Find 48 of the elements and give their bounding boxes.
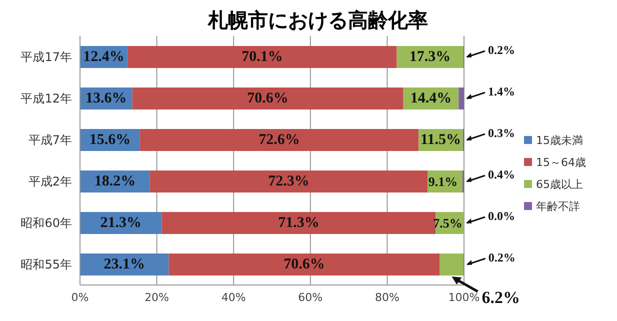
bar — [132, 88, 404, 110]
data-label: 23.1% — [104, 256, 145, 272]
x-tick-label: 100% — [448, 290, 480, 304]
data-label: 0.4% — [488, 168, 515, 182]
data-label: 6.2% — [482, 288, 520, 307]
y-tick-label: 平成17年 — [20, 50, 72, 64]
bar — [458, 88, 464, 110]
y-tick-label: 平成2年 — [28, 174, 72, 189]
data-label: 0.2% — [488, 250, 516, 264]
bar — [128, 46, 397, 68]
x-tick-label: 80% — [374, 290, 400, 304]
x-tick-label: 40% — [221, 290, 246, 304]
data-label: 70.1% — [242, 49, 283, 65]
data-label: 0.2% — [488, 43, 515, 57]
data-label: 0.0% — [488, 209, 515, 223]
x-tick-label: 20% — [144, 290, 170, 304]
data-label: 1.4% — [488, 84, 515, 98]
legend-label: 15歳未満 — [536, 134, 583, 146]
data-label: 70.6% — [247, 90, 288, 106]
y-tick-label: 昭和60年 — [20, 216, 72, 230]
bar — [168, 254, 440, 276]
data-label: 18.2% — [94, 174, 136, 190]
bar — [140, 129, 419, 151]
data-label: 71.3% — [278, 215, 320, 231]
data-label: 70.6% — [284, 256, 325, 272]
data-label: 15.6% — [89, 132, 131, 148]
chart-title: 札幌市における高齢化率 — [206, 8, 429, 34]
legend-label: 15～64歳 — [536, 156, 586, 168]
data-label: 0.3% — [488, 126, 515, 140]
data-label: 21.3% — [100, 215, 142, 231]
data-label: 13.6% — [85, 90, 127, 106]
y-tick-label: 昭和55年 — [20, 258, 72, 272]
x-tick-label: 60% — [298, 290, 323, 304]
data-label: 72.6% — [258, 132, 300, 148]
legend-label: 65歳以上 — [536, 178, 583, 190]
x-tick-label: 0% — [71, 290, 89, 304]
bar — [80, 254, 169, 276]
bar — [440, 254, 464, 276]
data-label: 14.4% — [410, 90, 452, 106]
bar — [150, 170, 428, 192]
data-label: 17.3% — [409, 49, 451, 65]
y-tick-label: 平成12年 — [20, 92, 72, 106]
data-label: 11.5% — [420, 132, 461, 148]
data-label: 9.1% — [428, 174, 458, 189]
data-label: 12.4% — [83, 49, 124, 65]
legend-label: 年齢不詳 — [536, 200, 580, 212]
y-tick-label: 平成7年 — [28, 133, 72, 148]
data-label: 72.3% — [268, 174, 310, 190]
